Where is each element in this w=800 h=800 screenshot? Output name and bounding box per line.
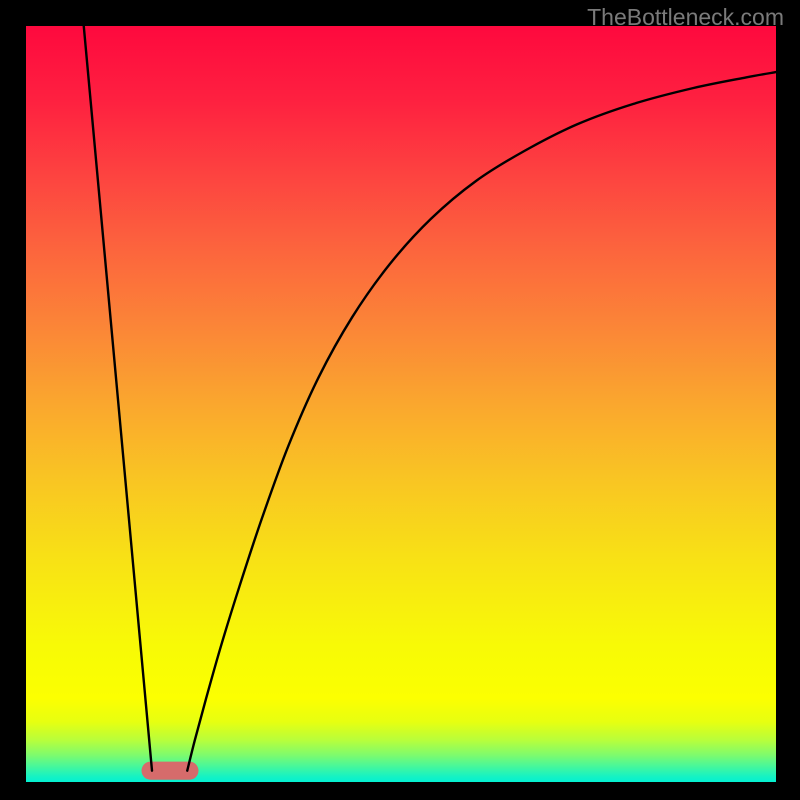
bottleneck-chart: TheBottleneck.com	[0, 0, 800, 800]
left-curve	[84, 26, 152, 771]
right-curve	[187, 72, 776, 771]
curve-overlay	[0, 0, 800, 800]
watermark-text: TheBottleneck.com	[587, 4, 784, 31]
